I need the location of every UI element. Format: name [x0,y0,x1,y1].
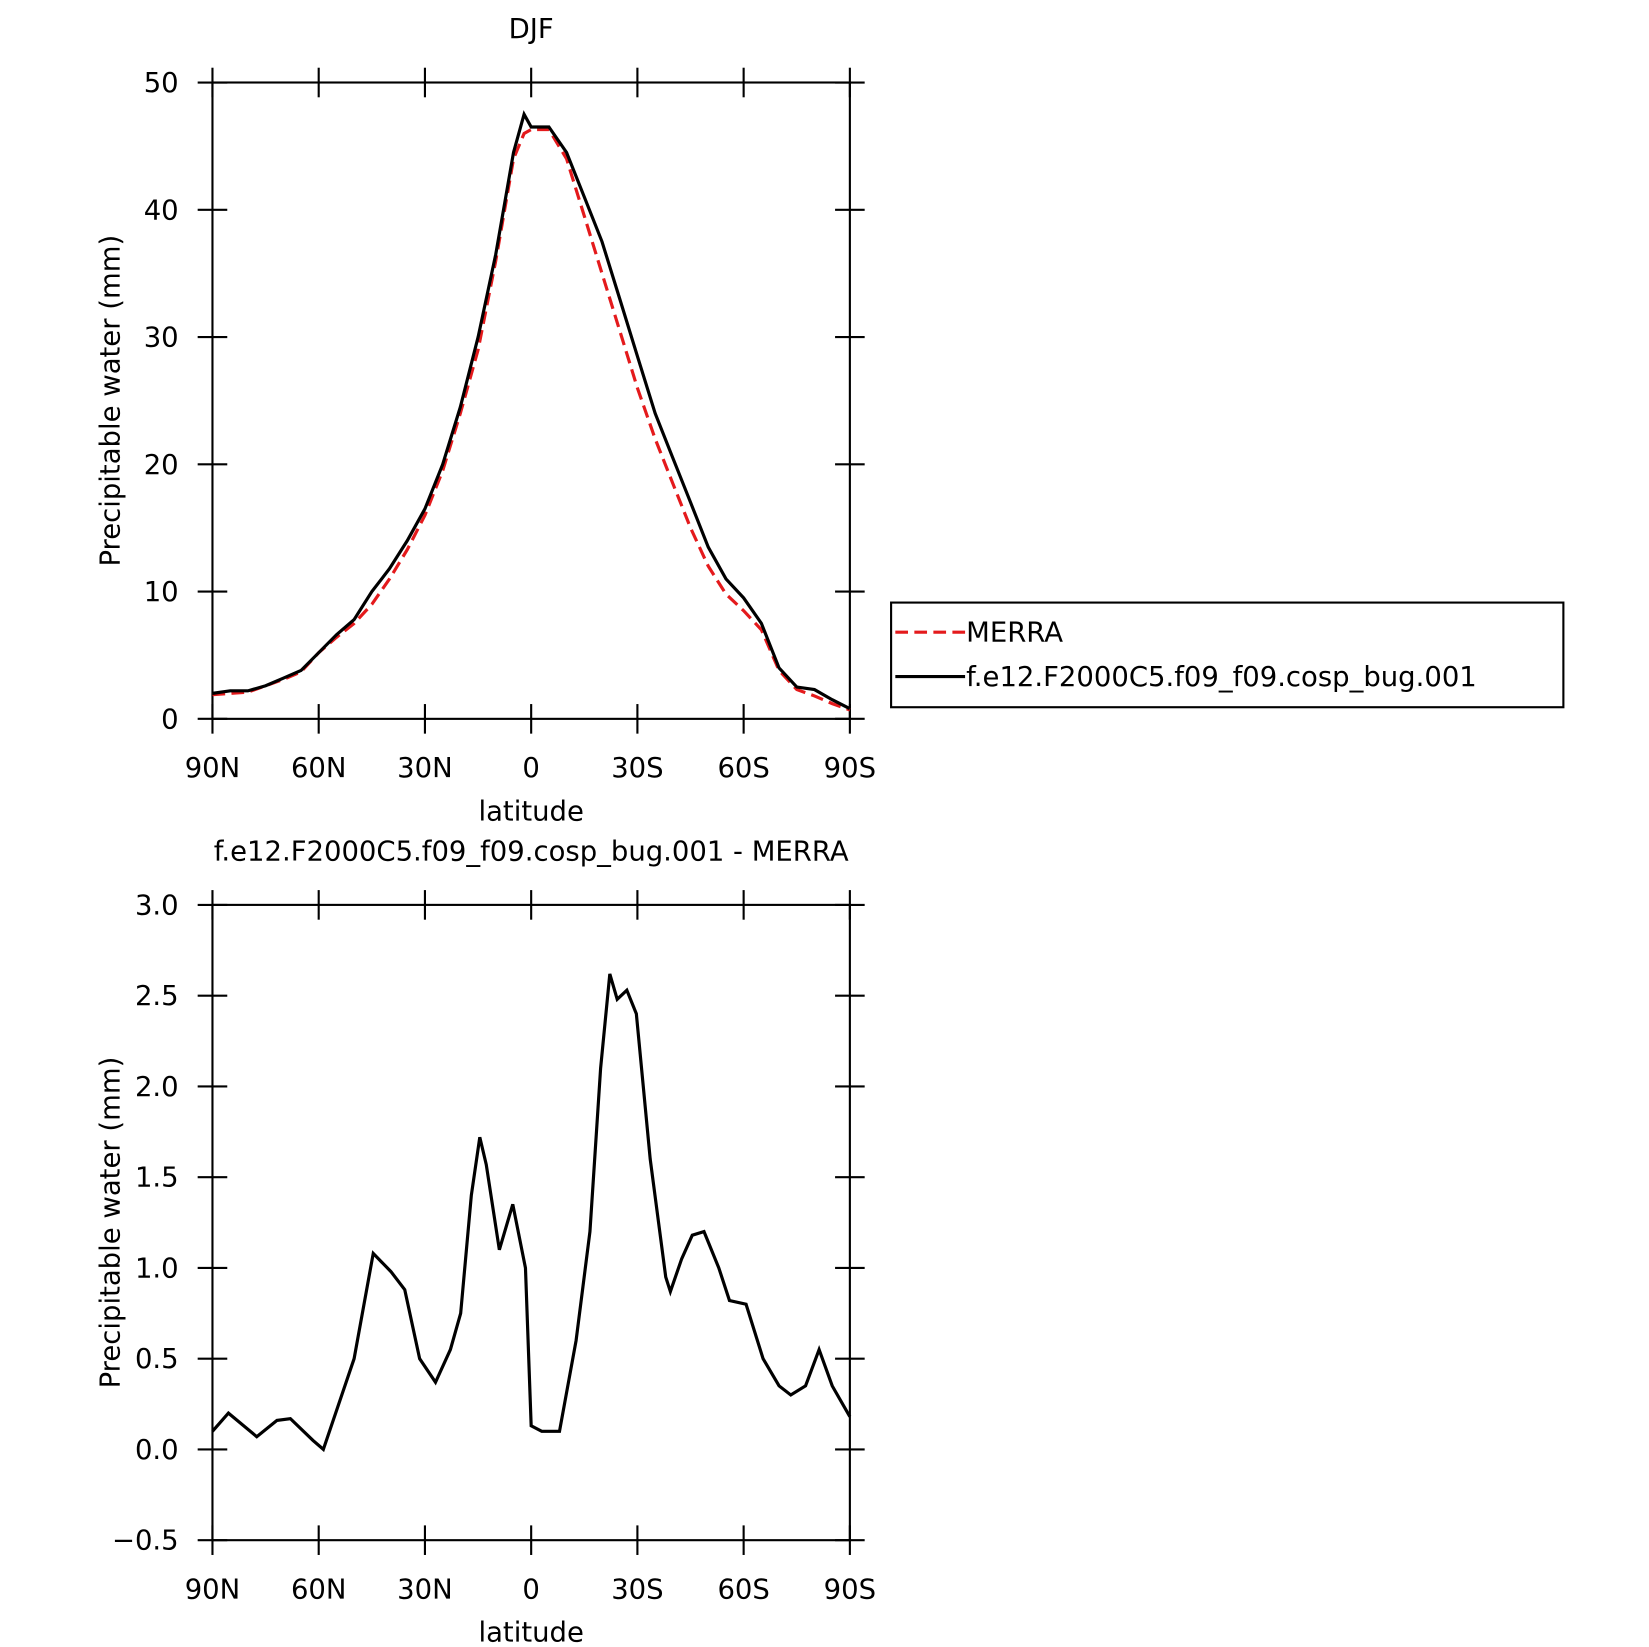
y-tick-label: 1.5 [135,1162,179,1194]
x-tick-label: 30N [397,1573,453,1605]
x-tick-label: 60S [717,1573,769,1605]
chart-title: DJF [509,13,554,45]
x-tick-label: 0 [522,752,539,784]
y-tick-label: 0.0 [135,1434,179,1466]
x-tick-label: 90S [824,752,876,784]
y-tick-label: 3.0 [135,889,179,921]
chart-title: f.e12.F2000C5.f09_f09.cosp_bug.001 - MER… [214,835,849,867]
y-tick-label: 0 [161,703,178,735]
y-tick-label: −0.5 [112,1525,179,1557]
x-tick-label: 30S [611,752,663,784]
x-tick-label: 90N [185,1573,241,1605]
y-tick-label: 20 [144,449,179,481]
x-tick-label: 60S [717,752,769,784]
y-tick-label: 10 [144,576,179,608]
legend-label: MERRA [966,617,1063,649]
y-tick-label: 40 [144,194,179,226]
plot-frame [211,903,851,1542]
plot-frame [211,81,851,720]
x-tick-label: 90N [185,752,241,784]
x-tick-label: 0 [522,1573,539,1605]
y-tick-label: 2.5 [135,980,179,1012]
y-axis-label: Precipitable water (mm) [94,235,126,567]
x-tick-label: 60N [291,1573,347,1605]
y-tick-label: 30 [144,322,179,354]
x-tick-label: 90S [824,1573,876,1605]
y-tick-label: 2.0 [135,1071,179,1103]
x-axis-label: latitude [478,795,583,827]
data-line [211,973,852,1453]
x-axis-label: latitude [478,1617,583,1647]
legend-box [890,601,1565,709]
y-axis-label: Precipitable water (mm) [94,1057,126,1389]
x-tick-label: 30N [397,752,453,784]
data-line [212,127,851,712]
legend-label: f.e12.F2000C5.f09_f09.cosp_bug.001 [966,661,1477,693]
y-tick-label: 1.0 [135,1252,179,1284]
y-tick-label: 50 [144,67,179,99]
x-tick-label: 30S [611,1573,663,1605]
data-line [212,110,851,711]
y-tick-label: 0.5 [135,1343,179,1375]
x-tick-label: 60N [291,752,347,784]
